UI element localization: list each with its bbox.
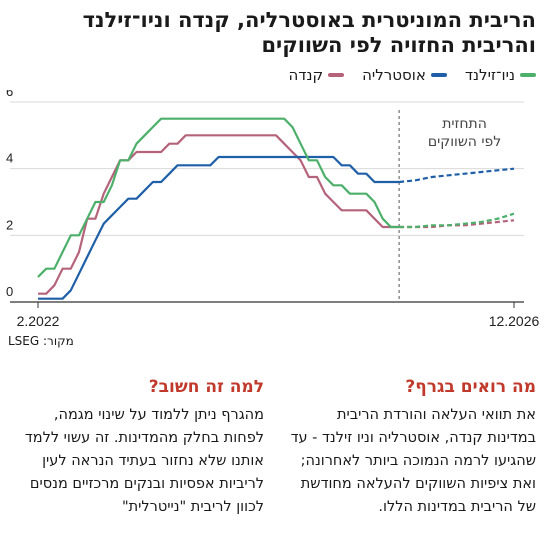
series-forecast-line-1 bbox=[398, 167, 515, 184]
forecast-annotation-line: התחזית bbox=[442, 116, 487, 132]
why-important-text: מהגרף ניתן ללמוד על שינוי מגמה, לפחות בח… bbox=[24, 407, 264, 515]
why-important-heading: למה זה חשוב? bbox=[148, 377, 264, 397]
legend: ניו־זילנד אוסטרליה קנדה bbox=[288, 66, 536, 84]
x-tick-label: 12.2026 bbox=[489, 313, 540, 329]
y-tick-label: 0 bbox=[6, 284, 13, 299]
legend-item-canada: קנדה bbox=[288, 66, 345, 84]
series-line-1 bbox=[38, 155, 400, 300]
x-tick-label: 2.2022 bbox=[17, 313, 60, 329]
what-we-see-heading: מה רואים בגרף? bbox=[405, 377, 536, 397]
legend-swatch-australia bbox=[430, 73, 447, 77]
series-line-0 bbox=[37, 117, 400, 278]
why-important-section: למה זה חשוב? מהגרף ניתן ללמוד על שינוי מ… bbox=[14, 376, 264, 519]
series-line-2 bbox=[38, 134, 400, 295]
forecast-annotation-line: לפי השווקים bbox=[428, 134, 501, 150]
what-we-see-text: את תוואי העלאה והורדת הריבית במדינות קנד… bbox=[290, 407, 536, 515]
legend-label-new-zealand: ניו־זילנד bbox=[464, 66, 515, 84]
chart-title: הריבית המוניטרית באוסטרליה, קנדה וניו־זי… bbox=[82, 8, 536, 57]
y-tick-label: 6 bbox=[6, 90, 13, 99]
legend-item-new-zealand: ניו־זילנד bbox=[465, 66, 536, 84]
legend-swatch-canada bbox=[328, 73, 345, 77]
legend-label-australia: אוסטרליה bbox=[362, 66, 426, 84]
y-tick-label: 4 bbox=[6, 151, 13, 166]
source-note: מקור: LSEG bbox=[8, 334, 74, 348]
series-forecast-line-0 bbox=[399, 212, 515, 229]
legend-item-australia: אוסטרליה bbox=[362, 66, 447, 84]
legend-label-canada: קנדה bbox=[288, 66, 324, 84]
y-tick-label: 2 bbox=[6, 217, 13, 232]
line-chart: 0 2 4 6 2.2022 12.2026 התחזית לפי השווקים bbox=[6, 90, 540, 329]
legend-swatch-new-zealand bbox=[520, 73, 536, 77]
what-we-see-section: מה רואים בגרף? את תוואי העלאה והורדת הרי… bbox=[286, 376, 536, 519]
